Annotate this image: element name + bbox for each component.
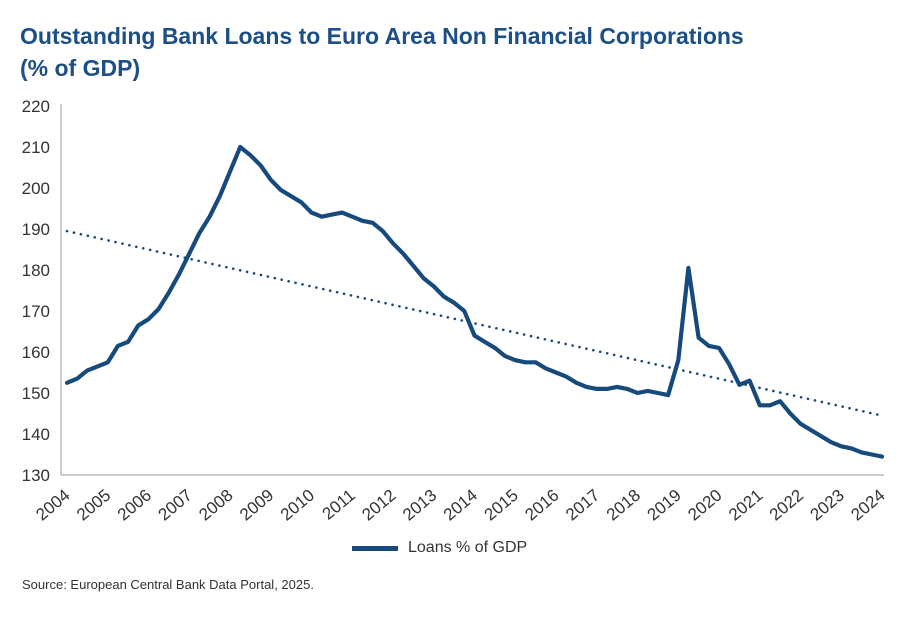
x-tick-label: 2017	[562, 486, 603, 525]
x-tick-label: 2014	[440, 486, 481, 525]
trend-line	[65, 229, 884, 417]
x-tick-label: 2019	[644, 486, 685, 525]
series-layer	[64, 144, 885, 459]
chart-subtitle: (% of GDP)	[20, 55, 141, 81]
x-tick-label: 2023	[807, 486, 848, 525]
y-tick-label: 170	[22, 302, 50, 321]
x-tick-label: 2016	[521, 486, 562, 525]
legend-label-loans: Loans % of GDP	[408, 539, 528, 556]
x-tick-label: 2022	[766, 486, 807, 525]
x-tick-label: 2015	[481, 486, 522, 525]
x-tick-label: 2020	[684, 486, 725, 525]
chart-title-block: Outstanding Bank Loans to Euro Area Non …	[20, 20, 880, 84]
y-tick-label: 210	[22, 138, 50, 157]
x-tick-label: 2007	[155, 486, 196, 525]
y-tick-label: 140	[22, 425, 50, 444]
x-tick-label: 2021	[725, 486, 766, 525]
x-tick-label: 2005	[73, 486, 114, 525]
y-tick-label: 160	[22, 343, 50, 362]
x-tick-label: 2024	[847, 486, 888, 525]
x-tick-label: 2004	[32, 486, 73, 525]
x-tick-label: 2010	[277, 486, 318, 525]
chart-title: Outstanding Bank Loans to Euro Area Non …	[20, 23, 744, 49]
x-axis: 2004 2005 2006 2007 2008 2009 2010 2011 2012 2013…	[32, 474, 889, 525]
x-tick-label: 2011	[319, 486, 359, 524]
x-tick-label: 2018	[603, 486, 644, 525]
y-tick-label: 190	[22, 220, 50, 239]
y-tick-label: 130	[22, 466, 50, 485]
x-tick-label: 2012	[358, 486, 399, 525]
x-tick-label: 2013	[399, 486, 440, 525]
x-tick-label: 2006	[114, 486, 155, 525]
source-note: Source: European Central Bank Data Porta…	[22, 577, 314, 592]
series-line-loans	[64, 144, 885, 459]
y-tick-label: 150	[22, 384, 50, 403]
y-tick-label: 200	[22, 179, 50, 198]
y-axis: 130 140 150 160 170 180 190 200 210 220	[22, 97, 62, 485]
x-tick-label: 2008	[195, 486, 236, 525]
legend: Loans % of GDP	[352, 536, 527, 560]
y-tick-label: 180	[22, 261, 50, 280]
legend-swatch-loans	[352, 545, 398, 551]
x-tick-label: 2009	[236, 486, 277, 525]
y-tick-label: 220	[22, 97, 50, 116]
